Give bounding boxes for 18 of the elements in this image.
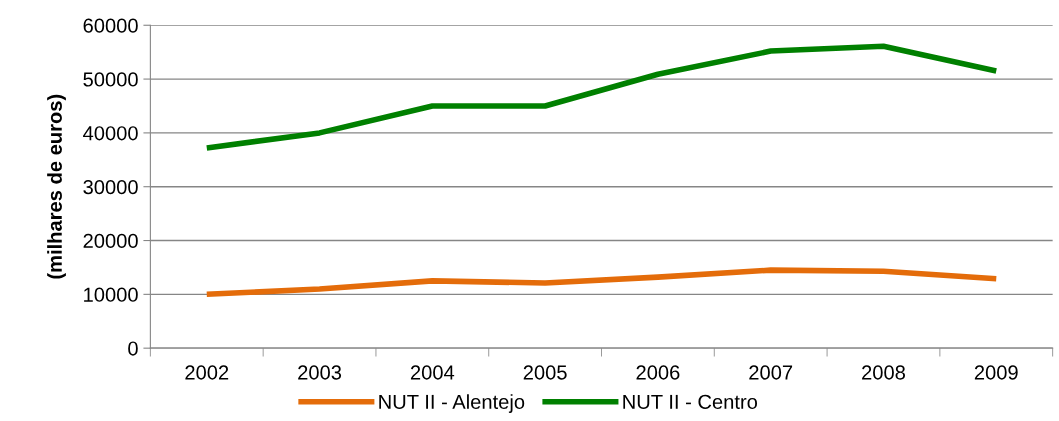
y-tick-label: 50000 bbox=[83, 72, 138, 87]
x-tick-label: 2009 bbox=[974, 365, 1018, 380]
x-tick-label: 2004 bbox=[410, 365, 455, 380]
x-tick-label: 2006 bbox=[636, 365, 680, 380]
y-tick-label: 0 bbox=[128, 341, 138, 356]
y-tick-label: 40000 bbox=[83, 126, 138, 141]
legend-label: NUT II - Alentejo bbox=[379, 394, 525, 413]
x-tick-label: 2007 bbox=[749, 365, 793, 380]
x-tick-label: 2005 bbox=[523, 365, 567, 380]
x-tick-label: 2002 bbox=[185, 365, 229, 380]
y-axis-title: (milhares de euros) bbox=[47, 94, 66, 279]
y-tick-label: 20000 bbox=[83, 233, 138, 249]
y-tick-label: 30000 bbox=[83, 179, 138, 195]
y-tick-label: 60000 bbox=[83, 18, 138, 33]
y-tick-label: 10000 bbox=[84, 287, 138, 302]
x-tick-label: 2008 bbox=[862, 365, 905, 380]
legend-label: NUT II - Centro bbox=[623, 394, 758, 409]
x-tick-label: 2003 bbox=[298, 365, 342, 380]
